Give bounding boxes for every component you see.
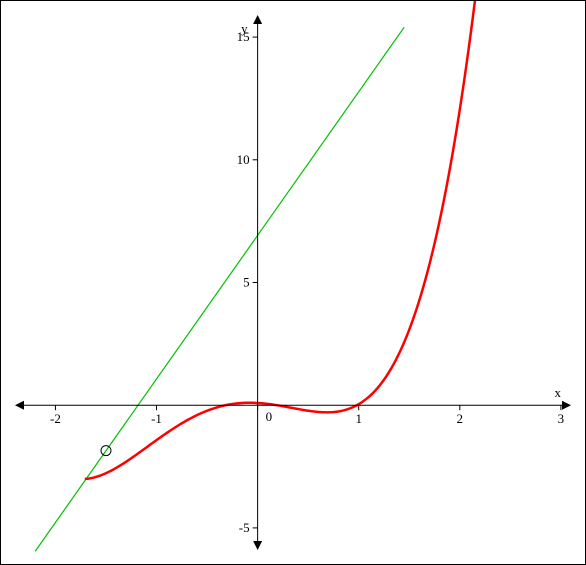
x-tick-label: 0: [266, 409, 273, 424]
function-plot: -2-10123-551015xy: [0, 0, 586, 565]
x-tick-label: -2: [50, 411, 61, 426]
x-axis-arrow-left: [15, 401, 24, 410]
x-tick-label: 1: [355, 411, 362, 426]
y-tick-label: -5: [239, 520, 250, 535]
red-polynomial-curve: [85, 0, 539, 479]
x-tick-label: 2: [457, 411, 464, 426]
y-axis-arrow-up: [253, 15, 262, 24]
y-tick-label: 5: [243, 275, 250, 290]
y-axis-arrow-down: [253, 541, 262, 550]
x-axis-label: x: [555, 385, 562, 400]
x-tick-label: -1: [151, 411, 162, 426]
chart-border: [1, 1, 586, 565]
x-axis-arrow-right: [562, 401, 571, 410]
green-tangent-line: [35, 27, 404, 551]
y-tick-label: 10: [237, 152, 250, 167]
chart-container: -2-10123-551015xy: [0, 0, 586, 565]
x-tick-label: 3: [558, 411, 565, 426]
y-axis-label: y: [241, 21, 248, 36]
